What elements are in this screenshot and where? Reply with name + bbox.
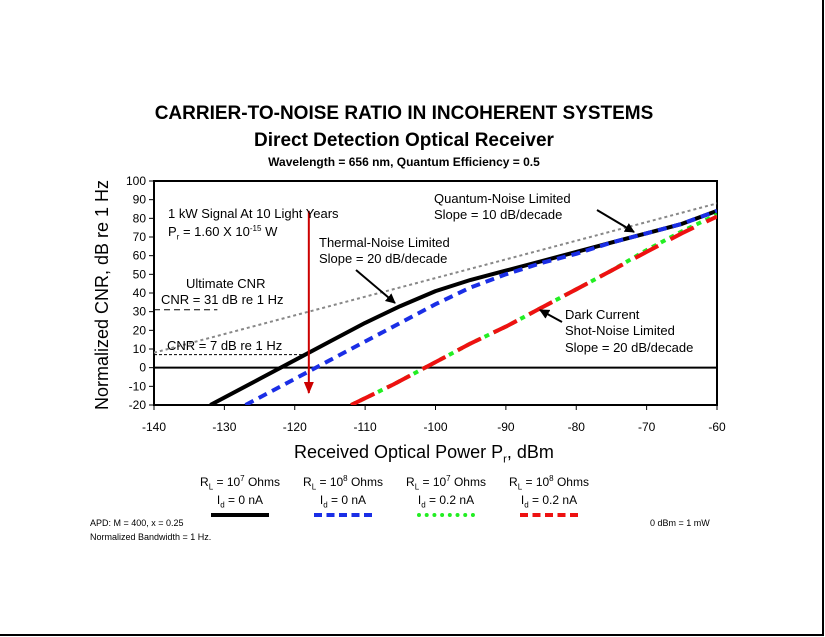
y-tick-label: 70 — [133, 230, 147, 244]
dark-pointer — [539, 309, 563, 323]
legend-rl-label: RL = 107 Ohms — [200, 474, 280, 492]
x-axis-label: Received Optical Power Pr, dBm — [294, 442, 554, 466]
annotation-thermal-1: Thermal-Noise Limited — [319, 235, 450, 250]
x-tick-label: -100 — [423, 420, 447, 434]
y-tick-label: 100 — [126, 174, 146, 188]
x-tick-label: -130 — [212, 420, 236, 434]
y-axis-label: Normalized CNR, dB re 1 Hz — [92, 180, 112, 410]
x-tick-label: -120 — [283, 420, 307, 434]
y-tick-label: 90 — [133, 193, 147, 207]
annotation-thermal-2: Slope = 20 dB/decade — [319, 251, 447, 266]
series-line-4 — [154, 202, 717, 354]
y-tick-label: 50 — [133, 267, 147, 281]
annotation-quantum-2: Slope = 10 dB/decade — [434, 207, 562, 222]
legend-entry: RL = 108 Ohms Id = 0 nA — [298, 474, 388, 517]
x-tick-label: -80 — [568, 420, 586, 434]
legend-id-label: Id = 0 nA — [216, 493, 264, 510]
x-tick-label: -110 — [354, 420, 377, 434]
y-tick-label: 10 — [133, 342, 147, 356]
legend-swatch — [520, 512, 578, 517]
thermal-pointer — [355, 269, 396, 304]
annotation-dark-1: Dark Current — [565, 307, 640, 322]
footnote-bandwidth: Normalized Bandwidth = 1 Hz. — [90, 532, 212, 542]
y-tick-label: 20 — [133, 323, 147, 337]
series-line-1 — [244, 209, 717, 405]
legend-entry: RL = 107 Ohms Id = 0.2 nA — [401, 474, 491, 517]
y-tick-label: -20 — [129, 398, 147, 412]
chart-title: CARRIER-TO-NOISE RATIO IN INCOHERENT SYS… — [154, 103, 654, 124]
x-tick-label: -60 — [708, 420, 726, 434]
annotation-threshold: CNR = 7 dB re 1 Hz — [167, 338, 282, 353]
x-tick-label: -140 — [142, 420, 166, 434]
y-tick-label: -10 — [129, 379, 147, 393]
legend-id-label: Id = 0.2 nA — [520, 493, 578, 510]
y-tick-label: 40 — [133, 286, 147, 300]
annotation-signal-power: Pr = 1.60 X 10-15 W — [168, 224, 278, 241]
chart-parameters: Wavelength = 656 nm, Quantum Efficiency … — [268, 155, 540, 169]
y-tick-label: 60 — [133, 249, 147, 263]
legend-id-label: Id = 0.2 nA — [417, 493, 475, 510]
footnote-apd: APD: M = 400, x = 0.25 — [90, 518, 184, 528]
legend-swatch — [211, 512, 269, 517]
legend-rl-label: RL = 108 Ohms — [303, 474, 383, 492]
annotation-signal: 1 kW Signal At 10 Light Years — [168, 206, 339, 221]
legend-rl-label: RL = 108 Ohms — [509, 474, 589, 492]
y-tick-label: 30 — [133, 305, 147, 319]
x-tick-label: -70 — [638, 420, 656, 434]
legend-entry: RL = 107 Ohms Id = 0 nA — [195, 474, 285, 517]
annotation-ultimate-1: Ultimate CNR — [186, 276, 265, 291]
annotation-ultimate-2: CNR = 31 dB re 1 Hz — [161, 292, 283, 307]
legend-swatch — [417, 512, 475, 517]
quantum-pointer — [596, 209, 635, 233]
footnote-reference: 0 dBm = 1 mW — [650, 518, 710, 528]
annotation-dark-3: Slope = 20 dB/decade — [565, 340, 693, 355]
annotation-quantum-1: Quantum-Noise Limited — [434, 191, 571, 206]
legend-swatch — [314, 512, 372, 517]
y-tick-label: 80 — [133, 211, 147, 225]
y-tick-label: 0 — [139, 361, 146, 375]
plot-content — [154, 202, 717, 405]
legend-id-label: Id = 0 nA — [319, 493, 367, 510]
x-tick-label: -90 — [497, 420, 515, 434]
annotation-dark-2: Shot-Noise Limited — [565, 323, 675, 338]
series-line-3 — [350, 214, 717, 405]
legend-entry: RL = 108 Ohms Id = 0.2 nA — [504, 474, 594, 517]
legend-rl-label: RL = 107 Ohms — [406, 474, 486, 492]
chart-subtitle: Direct Detection Optical Receiver — [254, 130, 554, 151]
series-line-0 — [209, 209, 717, 405]
